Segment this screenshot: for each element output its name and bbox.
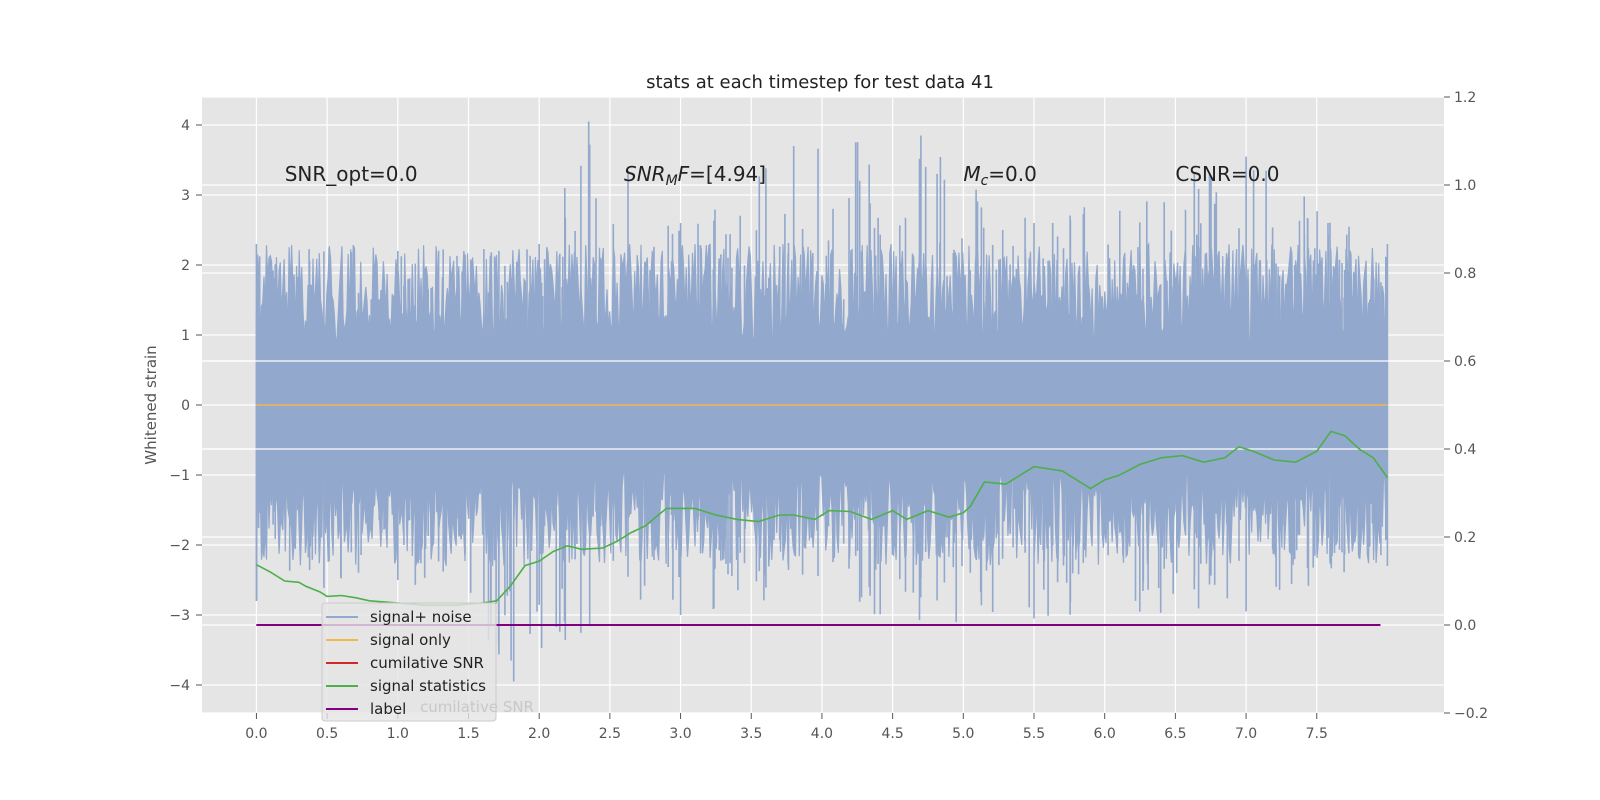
x-tick-label: 6.5	[1164, 726, 1186, 742]
x-tick-label: 3.0	[669, 726, 691, 742]
y-tick-label: 2	[181, 258, 190, 274]
y-tick-label: −3	[169, 608, 190, 624]
x-tick-label: 5.5	[1023, 726, 1045, 742]
legend-label: signal+ noise	[370, 608, 472, 626]
y-axis-label: Whitened strain	[142, 345, 160, 464]
y-tick-label: 1	[181, 328, 190, 344]
x-tick-label: 0.5	[316, 726, 338, 742]
y2-tick-label: 0.4	[1454, 442, 1476, 458]
legend-label: signal only	[370, 631, 451, 649]
y2-tick-label: 0.6	[1454, 354, 1476, 370]
annotation-1: SNR_opt=0.0	[285, 162, 418, 186]
x-tick-label: 6.0	[1094, 726, 1116, 742]
y-tick-label: 0	[181, 398, 190, 414]
annotation-2: SNRMF=[4.94]	[624, 162, 766, 189]
x-tick-label: 4.5	[881, 726, 903, 742]
signal-noise-spikes	[255, 121, 1389, 682]
x-tick-label: 1.5	[457, 726, 479, 742]
x-tick-label: 7.5	[1306, 726, 1328, 742]
x-tick-label: 1.0	[387, 726, 409, 742]
legend-label: label	[370, 700, 406, 718]
y-tick-label: 3	[181, 188, 190, 204]
annotations: SNR_opt=0.0 SNRMF=[4.94] Mc=0.0 CSNR=0.0	[285, 162, 1280, 189]
y-tick-label: −2	[169, 538, 190, 554]
x-tick-label: 2.5	[599, 726, 621, 742]
y2-tick-label: 1.0	[1454, 178, 1476, 194]
legend: cumilative SNR signal+ noise signal only cu…	[321, 602, 534, 722]
x-axis: 0.0 0.5 1.0 1.5 2.0 2.5 3.0 3.5 4.0 4.5 5.0 5.5 6.0 6…	[245, 713, 1328, 742]
y2-tick-label: 0.2	[1454, 530, 1476, 546]
x-tick-label: 7.0	[1235, 726, 1257, 742]
y2-tick-label: −0.2	[1454, 706, 1488, 722]
legend-label: cumilative SNR	[370, 654, 484, 672]
y-tick-label: −4	[169, 678, 190, 694]
x-tick-label: 2.0	[528, 726, 550, 742]
y-tick-label: 4	[181, 118, 190, 134]
x-tick-label: 4.0	[811, 726, 833, 742]
y-axis-right: −0.2 0.0 0.2 0.4 0.6 0.8 1.0 1.2	[1444, 90, 1488, 722]
plot-data	[202, 121, 1444, 682]
chart-title: stats at each timestep for test data 41	[646, 72, 994, 93]
legend-label: signal statistics	[370, 677, 486, 695]
y2-tick-label: 0.0	[1454, 618, 1476, 634]
y2-tick-label: 1.2	[1454, 90, 1476, 106]
legend-ghost-text: cumilative SNR	[420, 698, 534, 716]
x-tick-label: 5.0	[952, 726, 974, 742]
annotation-3: Mc=0.0	[963, 162, 1037, 189]
legend-box	[321, 602, 497, 722]
y2-tick-label: 0.8	[1454, 266, 1476, 282]
x-tick-label: 0.0	[245, 726, 267, 742]
annotation-4: CSNR=0.0	[1175, 162, 1279, 186]
x-tick-label: 3.5	[740, 726, 762, 742]
y-axis-left: −4 −3 −2 −1 0 1 2 3 4	[169, 118, 202, 694]
y-tick-label: −1	[169, 468, 190, 484]
